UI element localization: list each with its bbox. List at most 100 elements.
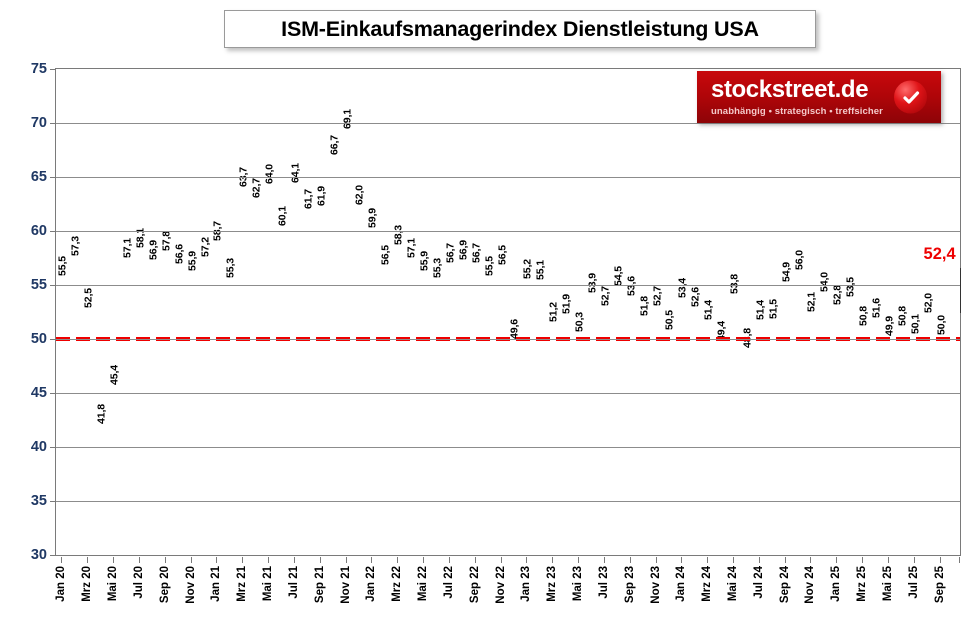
x-axis-label: Jan 21 — [210, 566, 223, 602]
x-axis-label: Nov 21 — [339, 566, 352, 604]
gridline — [56, 231, 960, 232]
bar[interactable] — [702, 323, 714, 555]
bar[interactable] — [909, 337, 921, 555]
bar[interactable] — [547, 326, 559, 555]
bar[interactable] — [302, 212, 314, 555]
bar[interactable] — [173, 267, 185, 555]
bar-value-label: 54,5 — [612, 266, 625, 287]
bar[interactable] — [483, 279, 495, 555]
bar-value-label: 55,3 — [431, 257, 444, 278]
bar[interactable] — [341, 132, 353, 555]
bar-slot: 49,9 — [883, 69, 895, 555]
bar[interactable] — [806, 316, 817, 555]
bar[interactable] — [108, 388, 120, 555]
bar[interactable] — [444, 266, 456, 555]
bar-slot: 62,0 — [353, 69, 366, 555]
bar[interactable] — [818, 295, 830, 555]
current-value-callout: 52,4 — [923, 245, 956, 264]
bar[interactable] — [754, 323, 766, 555]
bar[interactable] — [211, 245, 223, 555]
bar-value-label: 61,7 — [302, 188, 315, 209]
x-axis-tick — [578, 557, 580, 563]
bar[interactable] — [870, 321, 882, 555]
bar-value-label: 41,8 — [95, 403, 108, 424]
x-axis-tick — [397, 557, 399, 563]
bar[interactable] — [586, 296, 598, 555]
bar[interactable] — [276, 229, 288, 555]
x-axis-tick — [959, 557, 960, 563]
bar[interactable] — [638, 319, 650, 555]
bar[interactable] — [793, 274, 805, 555]
bar[interactable] — [521, 282, 533, 555]
bar[interactable] — [328, 158, 340, 555]
bar-value-label: 54,0 — [818, 271, 831, 292]
stockstreet-logo[interactable]: stockstreet.de unabhängig • strategisch … — [697, 71, 941, 123]
bar[interactable] — [186, 275, 198, 555]
bar[interactable] — [379, 268, 391, 555]
y-axis-label: 75 — [30, 61, 47, 77]
bar[interactable] — [392, 249, 404, 555]
bar[interactable] — [612, 290, 624, 555]
bar-value-label: 50,5 — [663, 309, 676, 330]
bar[interactable] — [95, 427, 107, 555]
bar[interactable] — [160, 254, 172, 555]
bar[interactable] — [457, 264, 469, 555]
bar-value-label: 56,7 — [470, 242, 483, 263]
y-axis-tick — [50, 555, 56, 556]
bar[interactable] — [741, 351, 753, 555]
bar[interactable] — [289, 186, 301, 555]
bar-value-label: 53,4 — [676, 278, 689, 299]
bar[interactable] — [224, 281, 236, 555]
bar[interactable] — [147, 264, 159, 555]
bar[interactable] — [651, 309, 662, 555]
bar[interactable] — [780, 286, 792, 555]
bar[interactable] — [663, 333, 675, 555]
bar-slot: 52,5 — [82, 69, 95, 555]
bar[interactable] — [405, 262, 417, 555]
bar[interactable] — [534, 283, 546, 555]
bar[interactable] — [496, 268, 507, 555]
bar-slot: 51,9 — [560, 69, 573, 555]
bar-slot: 55,9 — [185, 69, 198, 555]
bar[interactable] — [121, 262, 133, 555]
bar[interactable] — [599, 309, 611, 555]
bar[interactable] — [354, 209, 365, 555]
bar[interactable] — [922, 317, 934, 555]
bar[interactable] — [237, 191, 249, 555]
bar[interactable] — [728, 297, 740, 555]
bar[interactable] — [82, 312, 94, 555]
bar[interactable] — [573, 335, 585, 555]
bar[interactable] — [715, 345, 727, 555]
bar[interactable] — [250, 201, 262, 555]
gridline — [56, 501, 960, 502]
bar[interactable] — [676, 302, 688, 555]
bar[interactable] — [470, 266, 482, 555]
bar[interactable] — [689, 310, 701, 555]
bar[interactable] — [57, 279, 68, 555]
bar-slot: 61,7 — [301, 69, 314, 555]
bar[interactable] — [625, 300, 637, 555]
bar[interactable] — [134, 251, 146, 555]
bar[interactable] — [767, 322, 779, 555]
bar[interactable] — [199, 261, 210, 555]
bar-slot: 54,5 — [611, 69, 624, 555]
bar[interactable] — [431, 281, 443, 555]
bar[interactable] — [560, 318, 572, 555]
bar[interactable] — [263, 187, 275, 555]
bar-slot: 52,8 — [831, 69, 844, 555]
bar[interactable] — [844, 301, 856, 555]
bar[interactable] — [509, 343, 520, 555]
bar[interactable] — [948, 313, 959, 555]
bar[interactable] — [418, 275, 430, 555]
bar-value-label: 56,5 — [379, 244, 392, 265]
bar[interactable] — [896, 330, 908, 555]
bar[interactable] — [831, 308, 843, 555]
x-axis-label: Jul 24 — [752, 566, 765, 599]
bar-slot: 56,9 — [146, 69, 159, 555]
y-axis-label: 30 — [30, 547, 47, 563]
bar-value-label: 57,3 — [69, 236, 82, 257]
bar[interactable] — [857, 330, 869, 555]
bar[interactable] — [69, 260, 81, 555]
bar[interactable] — [315, 210, 327, 555]
x-axis-tick — [61, 557, 63, 563]
